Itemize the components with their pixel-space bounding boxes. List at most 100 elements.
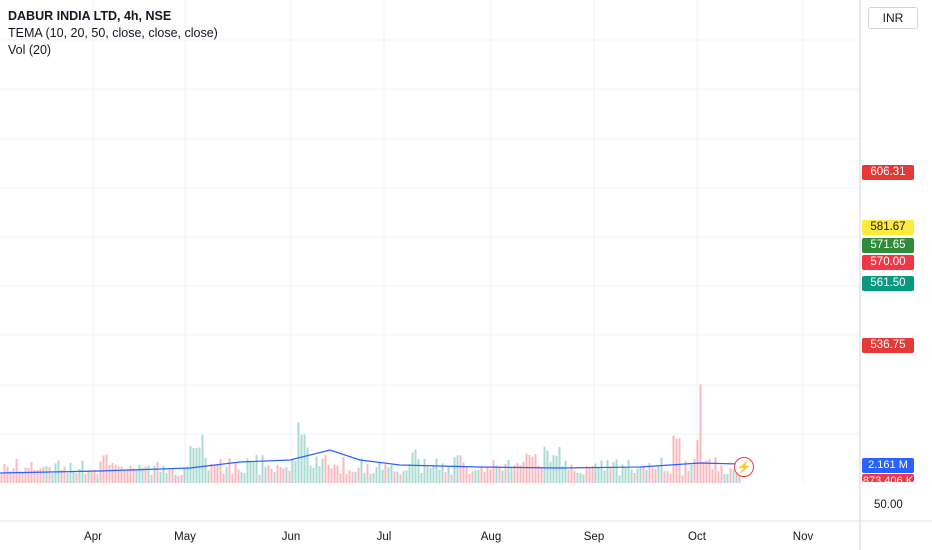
- volume-bar: [96, 474, 99, 483]
- chart-legend: DABUR INDIA LTD, 4h, NSE TEMA (10, 20, 5…: [8, 8, 218, 59]
- volume-bar: [213, 464, 216, 483]
- volume-indicator-label[interactable]: Vol (20): [8, 43, 52, 57]
- volume-bar: [282, 468, 285, 483]
- volume-bar: [36, 470, 39, 483]
- volume-bar: [108, 465, 111, 483]
- volume-bar: [390, 465, 393, 483]
- volume-bar: [489, 469, 492, 483]
- volume-bar: [330, 468, 333, 483]
- volume-bar: [684, 460, 687, 483]
- volume-bar: [474, 470, 477, 483]
- volume-bar: [603, 470, 606, 483]
- volume-bar: [723, 474, 726, 483]
- volume-bar: [468, 473, 471, 483]
- volume-bar: [195, 448, 198, 483]
- volume-bar: [267, 464, 270, 483]
- volume-bar: [690, 464, 693, 483]
- volume-bar: [729, 468, 732, 483]
- volume-bar: [240, 471, 243, 483]
- volume-bar: [12, 468, 15, 483]
- volume-bar: [672, 435, 675, 483]
- volume-bar: [72, 471, 75, 483]
- volume-bar: [621, 464, 624, 483]
- volume-bar: [21, 472, 24, 483]
- volume-bar: [210, 463, 213, 483]
- volume-bar: [270, 468, 273, 483]
- volume-bar: [423, 458, 426, 483]
- symbol-title[interactable]: DABUR INDIA LTD, 4h, NSE: [8, 9, 172, 23]
- volume-bar: [180, 474, 183, 483]
- volume-bar: [501, 470, 504, 483]
- volume-bar: [117, 466, 120, 483]
- volume-bar: [369, 474, 372, 483]
- time-tick-label: Oct: [688, 531, 707, 543]
- volume-bar: [99, 461, 102, 483]
- volume-bar: [327, 464, 330, 483]
- volume-bar: [537, 465, 540, 483]
- volume-bar: [219, 459, 222, 483]
- volume-bar: [165, 472, 168, 483]
- time-tick-label: Jul: [377, 531, 392, 543]
- volume-ma-badge: 873.406 K: [862, 474, 914, 482]
- time-axis[interactable]: Apr May Jun Jul Aug Sep Oct Nov: [84, 531, 813, 543]
- volume-bar: [483, 472, 486, 483]
- time-tick-label: Apr: [84, 531, 102, 543]
- volume-bar: [144, 466, 147, 483]
- volume-bar: [168, 469, 171, 483]
- volume-bar: [405, 470, 408, 483]
- volume-bar: [336, 465, 339, 483]
- volume-bar: [654, 469, 657, 483]
- tema-indicator-label[interactable]: TEMA (10, 20, 50, close, close, close): [8, 26, 218, 40]
- volume-bar: [324, 454, 327, 483]
- volume-tick-label: 50.00: [874, 499, 903, 511]
- volume-bar: [273, 472, 276, 483]
- volume-bar: [0, 473, 3, 483]
- volume-bar: [153, 465, 156, 483]
- volume-bar: [216, 464, 219, 483]
- tema-slow-badge: 606.31: [862, 165, 914, 180]
- volume-bar: [306, 447, 309, 483]
- volume-bar: [513, 464, 516, 483]
- volume-bar: [126, 468, 129, 483]
- volume-bar: [171, 468, 174, 483]
- volume-bar: [429, 467, 432, 483]
- volume-bar: [303, 434, 306, 483]
- volume-bar: [192, 447, 195, 483]
- volume-pane: [0, 384, 741, 483]
- volume-bar: [435, 458, 438, 483]
- volume-bar: [27, 468, 30, 483]
- volume-bar: [600, 460, 603, 483]
- volume-bar: [150, 474, 153, 483]
- volume-bar: [549, 461, 552, 483]
- volume-bar: [69, 462, 72, 483]
- time-tick-label: Aug: [481, 531, 501, 543]
- volume-bar: [675, 438, 678, 483]
- volume-bar: [564, 460, 567, 483]
- lightning-icon[interactable]: ⚡: [734, 457, 754, 477]
- volume-bar: [111, 462, 114, 483]
- volume-bar: [678, 438, 681, 483]
- volume-bar: [441, 463, 444, 483]
- volume-bar: [345, 473, 348, 483]
- volume-bar: [522, 461, 525, 483]
- volume-bar: [42, 466, 45, 483]
- volume-bar: [543, 446, 546, 483]
- volume-bar: [495, 465, 498, 483]
- currency-selector[interactable]: INR: [868, 7, 918, 29]
- volume-bar: [360, 458, 363, 483]
- volume-bar: [579, 473, 582, 483]
- volume-bar: [573, 470, 576, 483]
- volume-bar: [243, 472, 246, 483]
- volume-bar: [582, 474, 585, 483]
- volume-badge: 2.161 M: [862, 458, 914, 473]
- volume-bar: [132, 468, 135, 483]
- volume-bar: [24, 467, 27, 483]
- volume-bar: [138, 464, 141, 483]
- volume-bar: [18, 470, 21, 483]
- volume-bar: [411, 452, 414, 483]
- price-axis[interactable]: 660.00640.00620.00600.00540.00520.00500.…: [874, 0, 909, 511]
- volume-bar: [591, 465, 594, 483]
- volume-bar: [228, 458, 231, 483]
